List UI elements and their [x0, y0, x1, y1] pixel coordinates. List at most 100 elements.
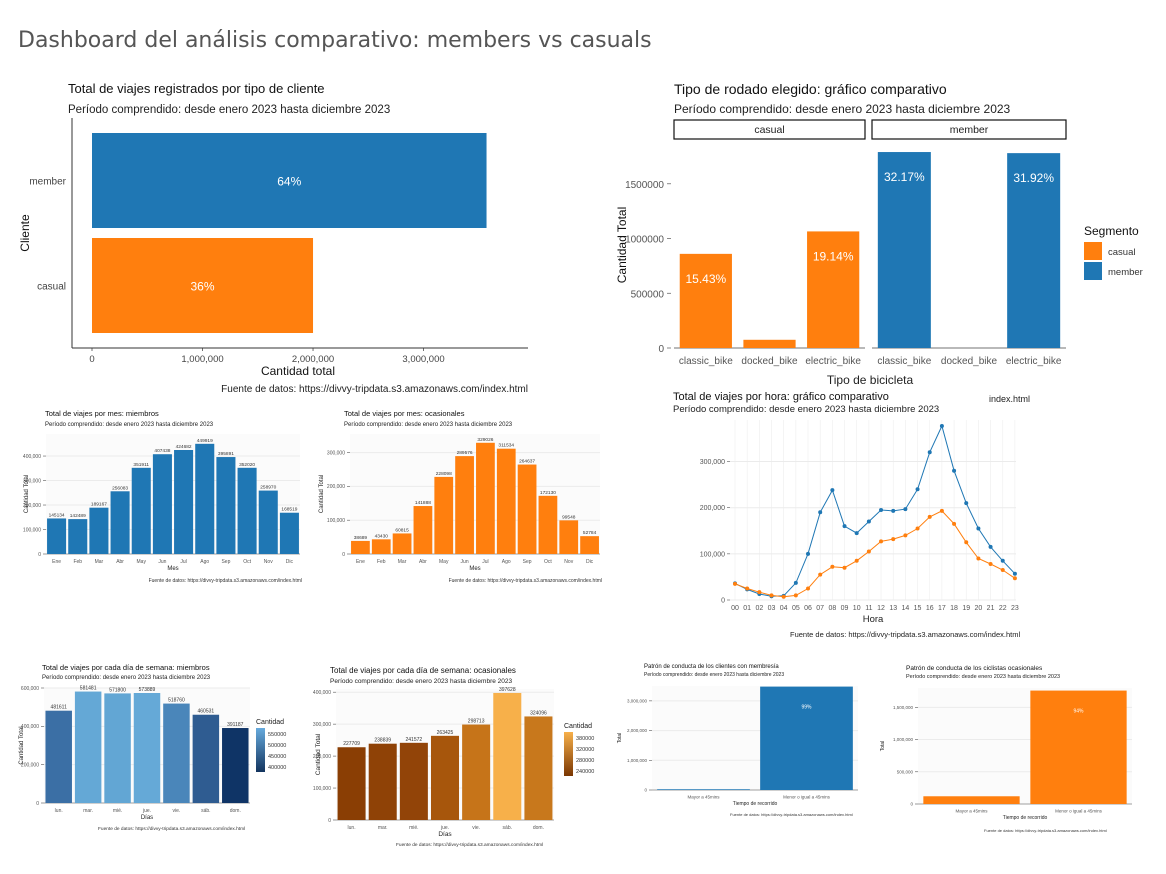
y-tick-label: 600,000 [21, 686, 39, 692]
bar-label: 238839 [374, 738, 391, 744]
point-member [976, 526, 981, 531]
y-tick-label: 0 [342, 552, 345, 558]
x-tick-label: Sep [221, 559, 230, 565]
x-tick-label: Oct [243, 559, 251, 565]
source-note: Fuente de datos: https://divvy-tripdata.… [790, 630, 1020, 639]
point-member [879, 508, 884, 512]
y-tick-label: 300,000 [23, 478, 41, 484]
chart-ride-duration-casuals: Patrón de conducta de los ciclistas ocas… [874, 658, 1144, 838]
chart-title: Total de viajes registrados por tipo de … [68, 81, 325, 96]
bar-label: 172130 [540, 490, 556, 496]
y-tick-label: 1500000 [625, 180, 664, 191]
x-tick-label: lun. [348, 825, 356, 831]
y-tick-label: 200,000 [327, 484, 345, 490]
x-tick-label: Menor o igual a 45mins [1055, 809, 1103, 814]
plot-background [730, 420, 1016, 600]
point-casual [988, 562, 993, 566]
x-tick-label: Mar [95, 559, 104, 565]
bar-Abr [110, 491, 130, 554]
chart-weekday-casuals: Total de viajes por cada día de semana: … [312, 658, 608, 850]
x-tick-label: 07 [816, 605, 824, 612]
point-casual [879, 539, 884, 544]
point-member [891, 508, 896, 513]
y-tick-label: 0 [910, 802, 913, 807]
point-casual [903, 533, 908, 538]
x-tick-label: docked_bike [741, 356, 798, 367]
y-tick-label: 100,000 [313, 786, 331, 792]
point-casual [1000, 568, 1005, 572]
bar-jue. [430, 735, 460, 820]
bar-label: 6% [968, 814, 976, 820]
line-casual [734, 510, 1016, 598]
chart-trips-by-client: Total de viajes registrados por tipo de … [0, 70, 560, 400]
chart-4-svg: Total de viajes por mes: ocasionales Perí… [319, 409, 602, 584]
bar-label: 43430 [375, 533, 389, 539]
x-axis-title: Mes [167, 566, 178, 572]
chart-9-svg: Patrón de conducta de los ciclistas ocas… [880, 665, 1132, 833]
chart-title: Total de viajes por mes: miembros [45, 409, 159, 418]
x-tick-label: classic_bike [877, 356, 931, 367]
legend-swatch-member [1084, 262, 1102, 280]
chart-title: Total de viajes por cada día de semana: … [330, 666, 516, 675]
x-tick-label: Jul [180, 559, 186, 565]
source-note: Fuente de datos: https://divvy-tripdata.… [449, 578, 602, 584]
x-tick-label: Mayor a 45mins [687, 795, 720, 800]
chart-ride-duration-members: Patrón de conducta de los clientes con m… [612, 658, 872, 823]
x-tick-label: Abr [419, 559, 427, 565]
x-tick-label: Ene [356, 559, 365, 565]
x-tick-label: Jun [158, 559, 166, 565]
point-member [806, 551, 811, 556]
chart-subtitle: Período comprendido: desde enero 2023 ha… [42, 675, 211, 681]
bar-Ago [195, 443, 215, 554]
y-tick-label: 300,000 [700, 459, 725, 466]
x-tick-label: 17 [938, 605, 946, 612]
y-tick-label: 200,000 [313, 754, 331, 760]
chart-title: Patrón de conducta de los ciclistas ocas… [906, 665, 1043, 672]
x-axis-title: Tipo de bicicleta [827, 373, 914, 387]
bar-label: 19.14% [813, 249, 854, 263]
point-casual [854, 558, 859, 563]
x-tick-label: docked_bike [941, 356, 998, 367]
bar-casual-classic_bike [679, 253, 732, 348]
bar-mar. [74, 691, 102, 803]
bar-Abr [413, 506, 433, 554]
x-tick-label: 01 [743, 605, 751, 612]
dashboard-title: Dashboard del análisis comparativo: memb… [18, 28, 652, 53]
bar-member-classic_bike [877, 152, 931, 348]
bar-sáb. [192, 714, 220, 803]
x-tick-label: Mayor a 45mins [955, 809, 988, 814]
x-tick-label: Ago [200, 559, 209, 565]
bar-label: 36% [190, 280, 214, 294]
bar-label: 424682 [176, 444, 192, 450]
source-note-fragment: index.html [989, 394, 1030, 404]
point-member [903, 507, 908, 512]
bar-label: 141888 [415, 500, 431, 506]
x-tick-label: Ago [502, 559, 511, 565]
x-tick-label: 14 [901, 605, 909, 612]
point-member [952, 468, 957, 473]
x-tick-label: 12 [877, 605, 885, 612]
bar-label: 573889 [139, 687, 156, 693]
bar-lun. [337, 747, 366, 820]
y-axis-title: Cantidad Total [315, 733, 322, 775]
bar-label: 145134 [49, 512, 65, 518]
bar-label: 60815 [395, 527, 409, 533]
x-tick-label: electric_bike [805, 356, 861, 367]
point-member [830, 488, 835, 493]
line-member [734, 424, 1016, 597]
x-axis-title: Mes [469, 566, 480, 572]
bar-label: 189167 [91, 502, 107, 508]
point-casual [745, 586, 750, 591]
x-tick-label: 03 [768, 605, 776, 612]
bar-casual-docked_bike [743, 339, 796, 348]
x-tick-label: mar. [378, 825, 388, 831]
bar-label: 31.92% [1013, 171, 1054, 185]
x-tick-label: Menor o igual a 45mins [783, 795, 831, 800]
bar-Feb [371, 539, 391, 554]
y-tick-label: 500000 [631, 289, 665, 300]
plot-background [46, 434, 300, 554]
facet-strip [871, 119, 1067, 140]
bar-label: 241572 [406, 737, 423, 743]
y-tick-label: 300,000 [327, 450, 345, 456]
x-tick-label: 11 [865, 605, 872, 612]
